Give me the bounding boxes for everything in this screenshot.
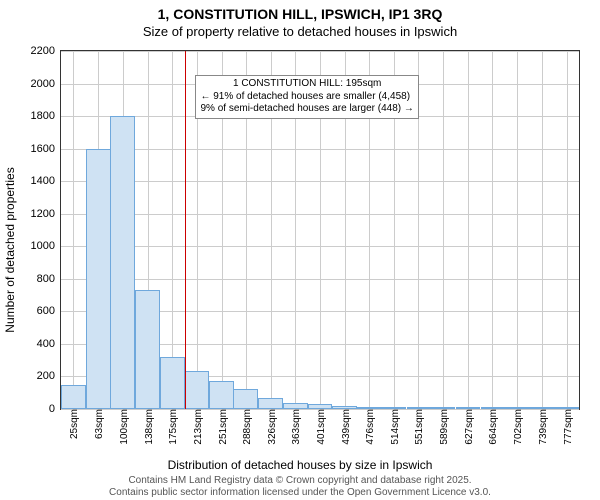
footer-attribution-1: Contains HM Land Registry data © Crown c… xyxy=(0,475,600,486)
y-tick-label: 1000 xyxy=(31,240,55,252)
histogram-bar xyxy=(505,407,530,409)
y-tick-label: 800 xyxy=(37,273,55,285)
histogram-bar xyxy=(184,371,209,409)
x-tick-label: 627sqm xyxy=(464,409,475,445)
x-tick-label: 589sqm xyxy=(439,409,450,445)
y-tick-label: 600 xyxy=(37,305,55,317)
histogram-bar xyxy=(110,116,135,409)
annotation-line-2: ← 91% of detached houses are smaller (4,… xyxy=(200,91,413,104)
x-tick-label: 401sqm xyxy=(316,409,327,445)
gridline-vertical xyxy=(443,51,444,409)
x-tick-label: 551sqm xyxy=(414,409,425,445)
x-tick-label: 664sqm xyxy=(488,409,499,445)
annotation-box: 1 CONSTITUTION HILL: 195sqm← 91% of deta… xyxy=(195,75,418,119)
x-tick-label: 100sqm xyxy=(119,409,130,445)
x-tick-label: 213sqm xyxy=(193,409,204,445)
gridline-vertical xyxy=(172,51,173,409)
histogram-bar xyxy=(530,407,555,409)
gridline-vertical xyxy=(492,51,493,409)
y-tick-label: 0 xyxy=(49,403,55,415)
x-tick-label: 63sqm xyxy=(94,409,105,439)
x-tick-label: 439sqm xyxy=(341,409,352,445)
x-axis-label: Distribution of detached houses by size … xyxy=(0,458,600,472)
x-tick-label: 251sqm xyxy=(218,409,229,445)
chart-container: 1, CONSTITUTION HILL, IPSWICH, IP1 3RQ S… xyxy=(0,0,600,500)
y-tick-label: 1200 xyxy=(31,208,55,220)
histogram-bar xyxy=(357,407,382,409)
histogram-bar xyxy=(308,404,333,409)
x-tick-label: 476sqm xyxy=(365,409,376,445)
y-tick-label: 1400 xyxy=(31,175,55,187)
histogram-bar xyxy=(481,407,506,409)
x-tick-label: 514sqm xyxy=(390,409,401,445)
y-tick-label: 2200 xyxy=(31,45,55,57)
gridline-vertical xyxy=(517,51,518,409)
histogram-bar xyxy=(135,290,160,409)
histogram-bar xyxy=(554,407,579,409)
x-tick-label: 175sqm xyxy=(168,409,179,445)
x-tick-label: 777sqm xyxy=(563,409,574,445)
x-tick-label: 288sqm xyxy=(242,409,253,445)
histogram-bar xyxy=(258,398,283,409)
x-tick-label: 138sqm xyxy=(144,409,155,445)
histogram-bar xyxy=(283,403,308,410)
x-tick-label: 702sqm xyxy=(513,409,524,445)
histogram-bar xyxy=(407,407,432,409)
footer-attribution-2: Contains public sector information licen… xyxy=(0,487,600,498)
x-tick-label: 363sqm xyxy=(291,409,302,445)
histogram-bar xyxy=(61,385,86,409)
histogram-bar xyxy=(86,149,111,409)
gridline-vertical xyxy=(468,51,469,409)
histogram-bar xyxy=(160,357,185,409)
y-tick-label: 1800 xyxy=(31,110,55,122)
y-tick-label: 400 xyxy=(37,338,55,350)
histogram-bar xyxy=(209,381,234,409)
y-tick-label: 200 xyxy=(37,370,55,382)
x-tick-label: 739sqm xyxy=(538,409,549,445)
x-tick-label: 25sqm xyxy=(69,409,80,439)
annotation-line-3: 9% of semi-detached houses are larger (4… xyxy=(200,103,413,116)
histogram-bar xyxy=(456,407,481,409)
chart-title: 1, CONSTITUTION HILL, IPSWICH, IP1 3RQ xyxy=(0,6,600,22)
reference-line xyxy=(185,51,186,409)
y-axis-label: Number of detached properties xyxy=(3,167,17,332)
x-tick-label: 326sqm xyxy=(267,409,278,445)
plot-area: 0200400600800100012001400160018002000220… xyxy=(60,50,580,410)
chart-subtitle: Size of property relative to detached ho… xyxy=(0,24,600,39)
gridline-vertical xyxy=(542,51,543,409)
y-tick-label: 1600 xyxy=(31,143,55,155)
gridline-vertical xyxy=(73,51,74,409)
annotation-line-1: 1 CONSTITUTION HILL: 195sqm xyxy=(200,78,413,91)
histogram-bar xyxy=(382,407,407,409)
histogram-bar xyxy=(332,406,357,409)
gridline-vertical xyxy=(567,51,568,409)
histogram-bar xyxy=(233,389,258,409)
histogram-bar xyxy=(431,407,456,409)
y-tick-label: 2000 xyxy=(31,78,55,90)
